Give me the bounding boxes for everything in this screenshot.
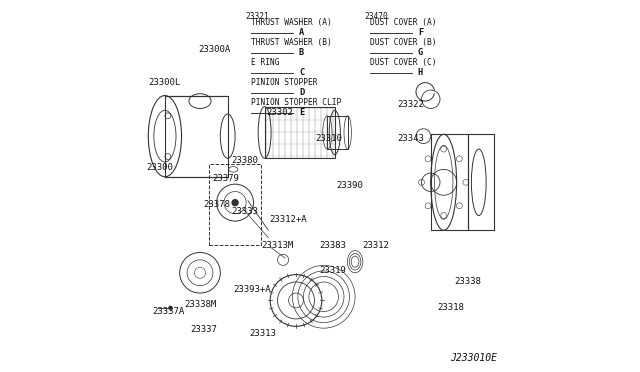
Text: H: H	[418, 68, 423, 77]
Text: 23383: 23383	[319, 241, 346, 250]
Text: 23319: 23319	[319, 266, 346, 275]
Text: 23380: 23380	[231, 155, 258, 165]
Bar	[431, 134, 468, 230]
Text: 23300L: 23300L	[149, 78, 181, 87]
Bar	[264, 107, 335, 158]
Text: DUST COVER (C): DUST COVER (C)	[370, 58, 436, 67]
Text: B: B	[299, 48, 304, 57]
Text: 23470: 23470	[364, 13, 388, 22]
Text: 23310: 23310	[316, 134, 342, 142]
Text: 23333: 23333	[231, 207, 258, 217]
Text: DUST COVER (B): DUST COVER (B)	[370, 38, 436, 47]
Text: 23312: 23312	[362, 241, 389, 250]
Text: 23302: 23302	[266, 108, 293, 117]
Text: 23312+A: 23312+A	[270, 215, 307, 224]
Text: 23318: 23318	[438, 303, 465, 312]
Text: 23338: 23338	[454, 278, 481, 286]
Text: 23321: 23321	[245, 13, 269, 22]
Text: 23313M: 23313M	[261, 241, 294, 250]
Text: E: E	[299, 108, 304, 117]
Text: J233010E: J233010E	[450, 353, 497, 363]
Circle shape	[232, 199, 239, 206]
Text: E RING: E RING	[251, 58, 280, 67]
Text: C: C	[299, 68, 304, 77]
Bar	[328, 116, 348, 149]
Text: F: F	[418, 28, 423, 37]
Text: THRUST WASHER (A): THRUST WASHER (A)	[251, 18, 332, 27]
Text: 23300: 23300	[146, 163, 173, 172]
Text: 23338M: 23338M	[184, 300, 216, 309]
Text: 23390: 23390	[336, 182, 363, 190]
Text: G: G	[418, 48, 423, 57]
Text: A: A	[299, 28, 304, 37]
Text: 23322: 23322	[397, 100, 424, 109]
Text: PINION STOPPER: PINION STOPPER	[251, 78, 317, 87]
Circle shape	[168, 306, 173, 310]
Text: 23378: 23378	[203, 200, 230, 209]
Text: D: D	[299, 88, 304, 97]
Bar	[165, 96, 228, 177]
Text: 23300A: 23300A	[198, 45, 231, 54]
Text: 23343: 23343	[397, 134, 424, 142]
Text: 23337A: 23337A	[152, 307, 185, 316]
Text: 23379: 23379	[212, 174, 239, 183]
Text: THRUST WASHER (B): THRUST WASHER (B)	[251, 38, 332, 47]
Text: PINION STOPPER CLIP: PINION STOPPER CLIP	[251, 98, 341, 107]
Text: 23313: 23313	[250, 329, 276, 338]
Text: DUST COVER (A): DUST COVER (A)	[370, 18, 436, 27]
Text: 23337: 23337	[190, 326, 217, 334]
Text: 23393+A: 23393+A	[233, 285, 271, 294]
